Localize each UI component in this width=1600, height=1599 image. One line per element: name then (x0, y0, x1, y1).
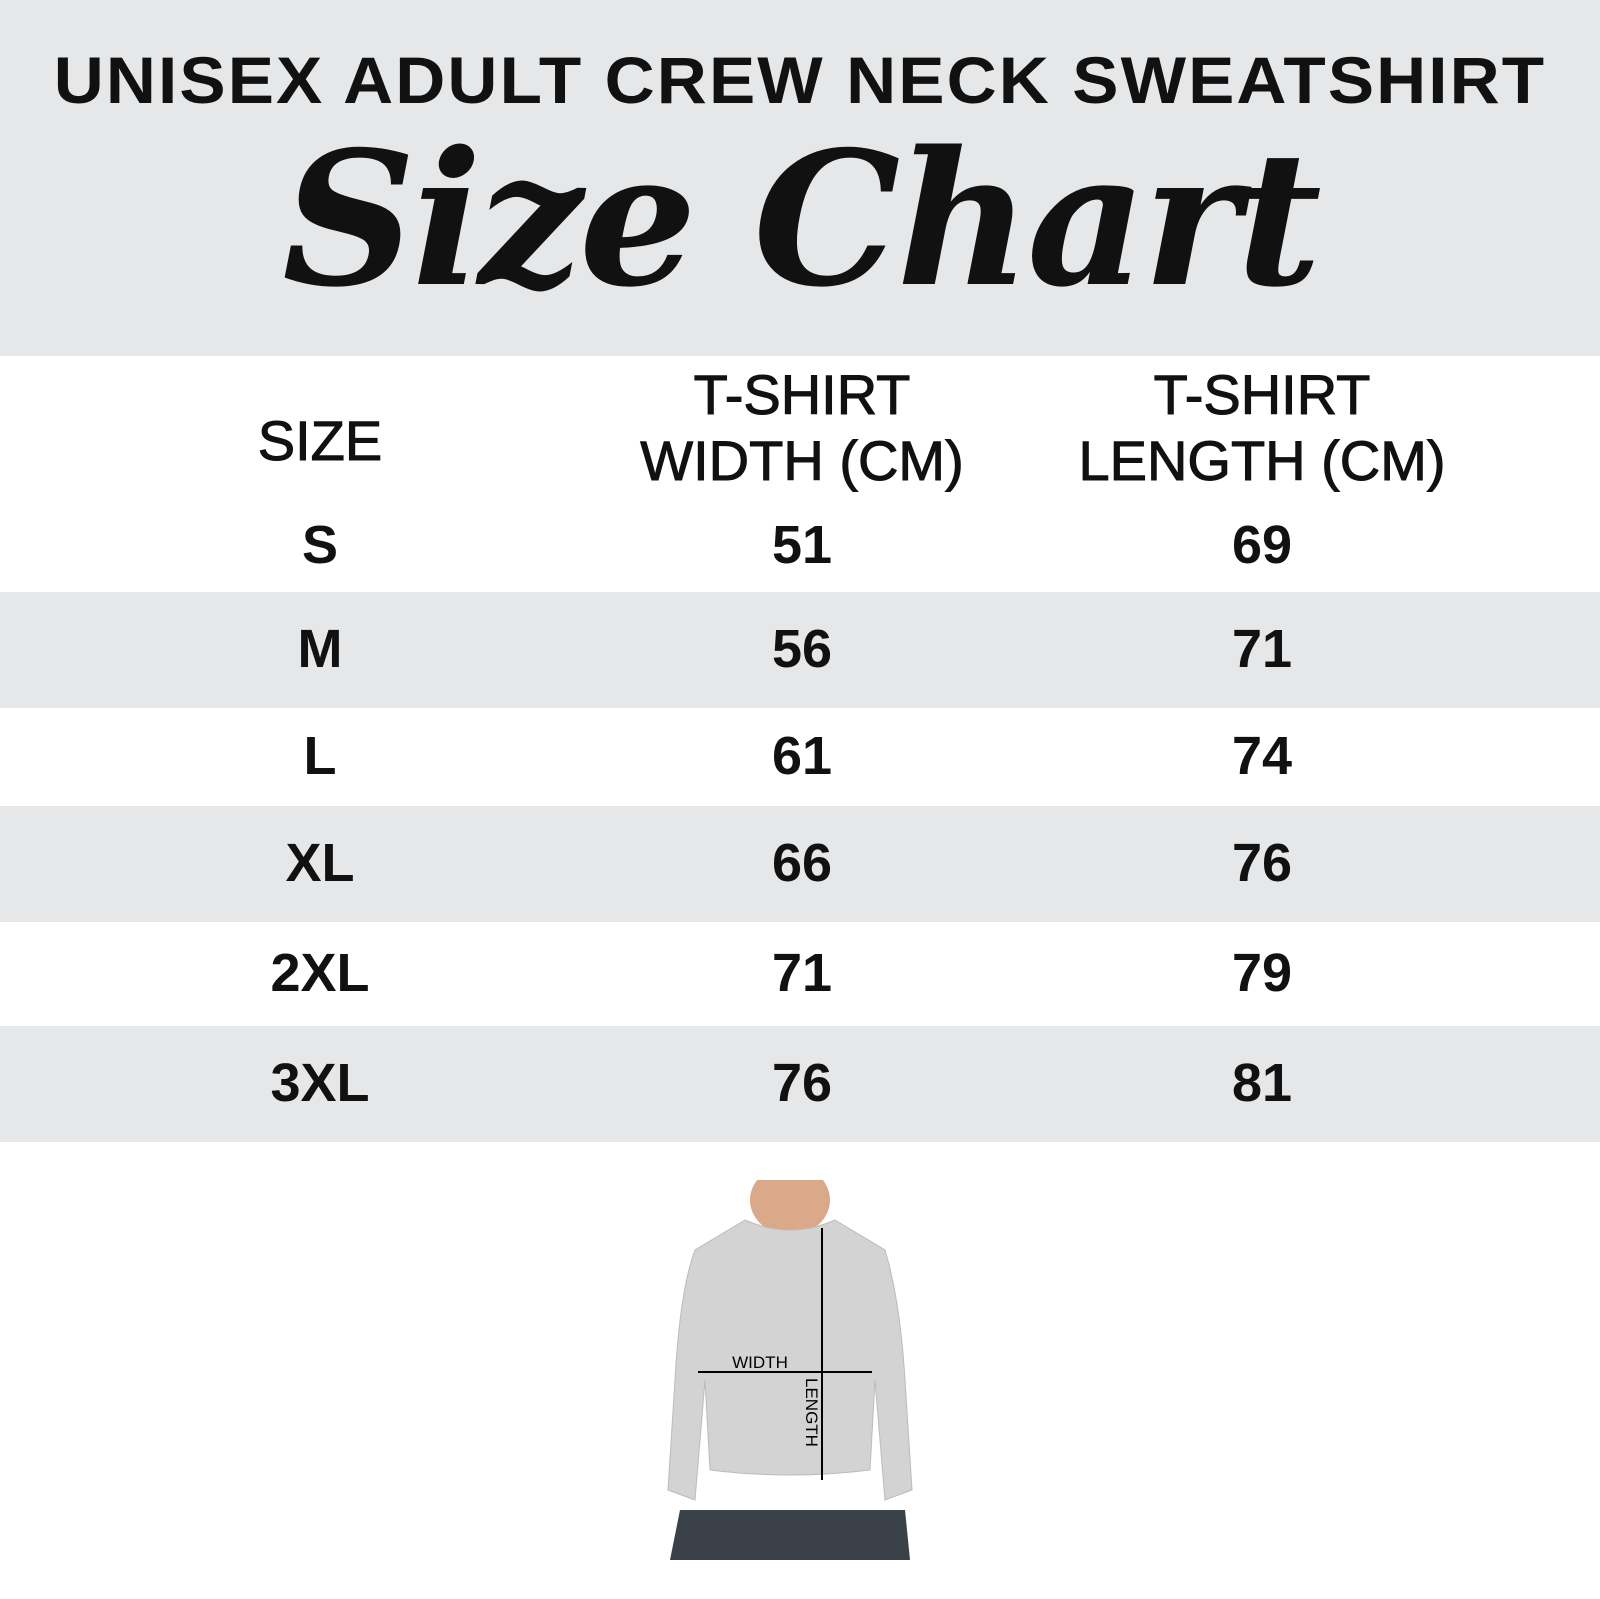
table-row: S 51 69 (0, 500, 1600, 592)
cell-size: L (303, 726, 337, 786)
size-chart-heading: Size Chart (282, 110, 1322, 328)
cell-length: 81 (1231, 1053, 1293, 1113)
table-header: SIZE T-SHIRT WIDTH (CM) T-SHIRT LENGTH (… (0, 360, 1600, 500)
cell-length: 69 (1231, 515, 1293, 575)
cell-width: 66 (771, 833, 833, 893)
sweatshirt-measurement-diagram: WIDTH LENGTH (667, 1180, 913, 1560)
cell-length: 74 (1231, 726, 1293, 786)
cell-width: 61 (771, 726, 833, 786)
width-label: WIDTH (732, 1353, 788, 1372)
col-header-size: SIZE (257, 409, 383, 473)
col-header-width: T-SHIRT WIDTH (CM) (552, 362, 1052, 494)
header-line: LENGTH (CM) (1078, 429, 1446, 493)
cell-size: 2XL (270, 943, 370, 1003)
sweatshirt (667, 1219, 913, 1501)
model-head (750, 1180, 830, 1235)
product-title: UNISEX ADULT CREW NECK SWEATSHIRT (53, 43, 1547, 117)
jeans (670, 1510, 910, 1560)
table-row: XL 66 76 (0, 806, 1600, 922)
header-line: T-SHIRT (1153, 363, 1371, 427)
table-row: 3XL 76 81 (0, 1026, 1600, 1142)
length-label: LENGTH (802, 1378, 821, 1447)
cell-length: 71 (1231, 619, 1293, 679)
header-line: WIDTH (CM) (640, 429, 964, 493)
header-line: T-SHIRT (693, 363, 911, 427)
cell-width: 56 (771, 619, 833, 679)
cell-size: M (297, 619, 343, 679)
cell-size: 3XL (270, 1053, 370, 1113)
cell-width: 71 (771, 943, 833, 1003)
col-header-length: T-SHIRT LENGTH (CM) (1012, 362, 1512, 494)
cell-length: 76 (1231, 833, 1293, 893)
cell-width: 51 (771, 515, 833, 575)
cell-width: 76 (771, 1053, 833, 1113)
cell-size: XL (285, 833, 355, 893)
cell-size: S (301, 515, 339, 575)
table-row: L 61 74 (0, 708, 1600, 806)
table-row: M 56 71 (0, 592, 1600, 708)
header-band: UNISEX ADULT CREW NECK SWEATSHIRT Size C… (0, 0, 1600, 356)
table-row: 2XL 71 79 (0, 922, 1600, 1026)
cell-length: 79 (1231, 943, 1293, 1003)
